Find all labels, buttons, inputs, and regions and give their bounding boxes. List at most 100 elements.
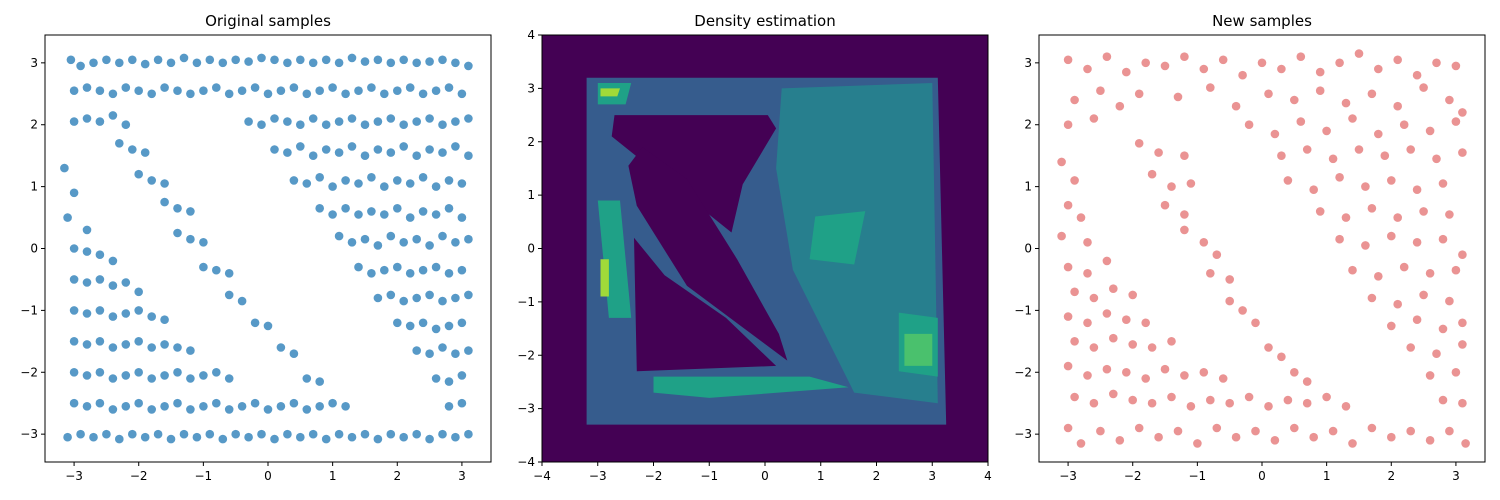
data-point	[250, 398, 260, 408]
y-tick-label: −2	[517, 348, 535, 362]
data-point	[1406, 145, 1415, 154]
data-point	[1244, 120, 1254, 129]
data-point	[341, 176, 350, 185]
data-point	[1063, 55, 1073, 65]
data-point	[1122, 315, 1131, 325]
data-point	[1309, 432, 1318, 442]
panel-density-estimation: Density estimation −4 −3 −2 −1 0 1 2 3 4 −4 −3 −2 −1…	[517, 12, 992, 483]
data-point	[1264, 343, 1273, 352]
data-point	[283, 117, 292, 126]
x-axis: −4 −3 −2 −1 0 1 2 3 4	[533, 462, 992, 483]
data-point	[1419, 290, 1428, 300]
y-tick-label: 4	[527, 28, 535, 42]
data-point	[1193, 439, 1202, 448]
data-point	[1348, 439, 1357, 448]
data-point	[1057, 231, 1066, 241]
data-point	[1341, 98, 1351, 108]
data-point	[1393, 55, 1402, 65]
data-point	[1335, 58, 1344, 68]
data-point	[1322, 392, 1331, 402]
data-point	[212, 83, 221, 92]
data-point	[1231, 432, 1241, 442]
data-point	[1458, 340, 1467, 349]
data-point	[95, 250, 105, 259]
data-point	[1244, 392, 1254, 402]
data-point	[179, 429, 189, 439]
data-point	[1322, 126, 1331, 136]
data-point	[212, 368, 221, 377]
data-point	[224, 290, 234, 300]
data-point	[405, 321, 415, 331]
data-point	[1180, 371, 1189, 380]
data-point	[1290, 423, 1299, 433]
data-point	[373, 293, 383, 303]
panel-original-samples: Original samples −3 −2 −1 0 1 2 3 −3 −2 −1 0 1 2 3	[20, 12, 492, 483]
density-region-level-4	[653, 376, 849, 398]
data-point	[1128, 340, 1137, 349]
data-point	[140, 59, 150, 69]
data-point	[373, 55, 383, 65]
data-point	[399, 55, 409, 65]
data-point	[1348, 265, 1357, 275]
data-point	[153, 55, 163, 65]
data-point	[199, 262, 208, 272]
data-point	[1399, 120, 1409, 129]
data-point	[321, 55, 331, 65]
data-point	[1180, 151, 1189, 160]
data-point	[444, 402, 454, 411]
data-point	[1315, 67, 1325, 77]
data-point	[1109, 333, 1118, 343]
data-point	[231, 429, 240, 439]
data-point	[1438, 234, 1448, 244]
data-point	[1122, 368, 1131, 377]
data-point	[1212, 423, 1222, 433]
data-point	[451, 349, 460, 359]
data-point	[393, 204, 402, 213]
data-point	[367, 269, 376, 278]
x-tick-label: −3	[589, 469, 607, 483]
data-point	[321, 120, 331, 129]
data-point	[1251, 318, 1260, 328]
data-point	[464, 346, 473, 355]
data-point	[438, 429, 447, 439]
data-point	[173, 398, 182, 408]
y-tick-label: −3	[20, 427, 38, 441]
plot-area	[1039, 35, 1485, 462]
data-point	[102, 429, 111, 439]
y-tick-label: 1	[30, 180, 38, 194]
data-point	[380, 89, 389, 99]
data-point	[412, 346, 422, 355]
data-point	[1328, 426, 1338, 436]
data-point	[1212, 250, 1222, 259]
x-tick-label: 3	[1452, 469, 1460, 483]
data-point	[1141, 58, 1150, 68]
data-point	[1102, 364, 1112, 374]
data-point	[160, 197, 169, 207]
data-point	[1419, 207, 1428, 216]
data-point	[302, 374, 312, 383]
data-point	[95, 86, 105, 95]
data-point	[315, 86, 325, 95]
data-point	[315, 402, 325, 411]
data-point	[76, 429, 85, 439]
data-point	[166, 58, 176, 68]
data-point	[1147, 169, 1157, 179]
data-point	[1438, 324, 1448, 334]
data-point	[121, 120, 131, 129]
y-tick-label: −1	[20, 303, 38, 317]
data-point	[263, 89, 273, 99]
data-point	[373, 117, 383, 126]
data-point	[308, 151, 318, 160]
data-point	[1070, 392, 1079, 402]
data-point	[147, 176, 156, 185]
data-point	[82, 309, 92, 318]
data-point	[108, 281, 118, 290]
data-point	[199, 86, 208, 95]
plot-area	[542, 35, 988, 462]
data-point	[1238, 306, 1247, 315]
data-point	[393, 86, 402, 95]
data-point	[257, 429, 266, 439]
data-point	[438, 55, 447, 65]
data-point	[1180, 52, 1189, 61]
data-point	[1206, 83, 1215, 92]
